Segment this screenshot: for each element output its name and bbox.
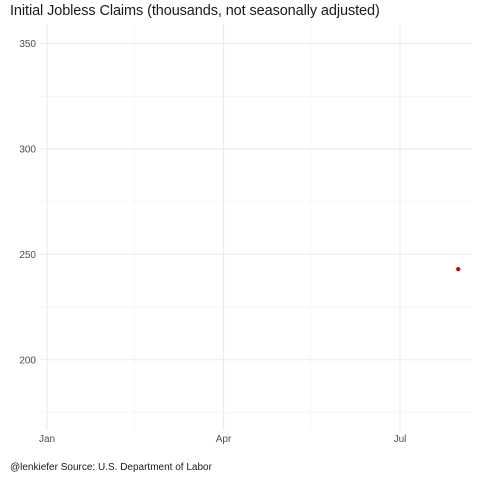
data-point <box>456 267 461 272</box>
y-tick-label: 300 <box>19 144 36 155</box>
x-tick-label: Apr <box>216 434 232 445</box>
chart-caption: @lenkiefer Source: U.S. Department of La… <box>10 462 212 473</box>
x-tick-label: Jul <box>394 434 407 445</box>
y-tick-label: 350 <box>19 39 36 50</box>
x-tick-label: Jan <box>39 434 55 445</box>
chart-title: Initial Jobless Claims (thousands, not s… <box>10 3 380 19</box>
data-points <box>456 267 461 272</box>
grid-major <box>40 24 472 430</box>
grid-minor <box>40 24 472 430</box>
y-tick-label: 200 <box>19 355 36 366</box>
y-tick-labels: 200 250 300 350 <box>19 39 36 366</box>
x-tick-labels: Jan Apr Jul <box>39 434 406 445</box>
y-tick-label: 250 <box>19 250 36 261</box>
